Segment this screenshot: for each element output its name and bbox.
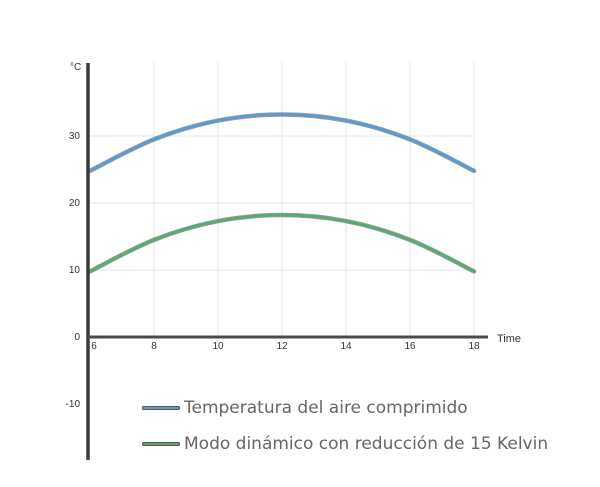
legend-label-series-2: Modo dinámico con reducción de 15 Kelvin xyxy=(184,434,549,454)
series-line-2 xyxy=(88,213,476,273)
x-tick-label: 16 xyxy=(404,341,416,352)
series-lines xyxy=(87,112,477,274)
x-tick-label: 12 xyxy=(276,341,288,352)
y-tick-label: -10 xyxy=(66,399,81,410)
x-tick-label: 14 xyxy=(340,341,352,352)
legend-item-series-2: Modo dinámico con reducción de 15 Kelvin xyxy=(142,426,548,462)
grid-lines xyxy=(90,62,475,337)
legend-swatch-blue xyxy=(142,406,180,410)
y-tick-label: 20 xyxy=(69,198,81,209)
tick-labels: -10 0 10 20 30 6 8 10 12 14 16 18 xyxy=(66,131,480,410)
legend-label-series-1: Temperatura del aire comprimido xyxy=(184,398,468,418)
x-axis-label: Time xyxy=(497,333,521,345)
x-tick-label: 8 xyxy=(151,341,157,352)
axes xyxy=(86,63,488,460)
x-tick-label: 18 xyxy=(468,341,480,352)
series-line-1 xyxy=(88,113,476,173)
legend-swatch-green xyxy=(142,442,180,446)
y-tick-label: 10 xyxy=(69,265,81,276)
x-tick-label: 6 xyxy=(91,341,97,352)
y-tick-label: 0 xyxy=(74,332,80,343)
legend-item-series-1: Temperatura del aire comprimido xyxy=(142,390,548,426)
x-tick-label: 10 xyxy=(212,341,224,352)
legend: Temperatura del aire comprimido Modo din… xyxy=(142,390,548,462)
y-tick-label: 30 xyxy=(69,131,81,142)
y-axis-label: °C xyxy=(70,62,81,73)
